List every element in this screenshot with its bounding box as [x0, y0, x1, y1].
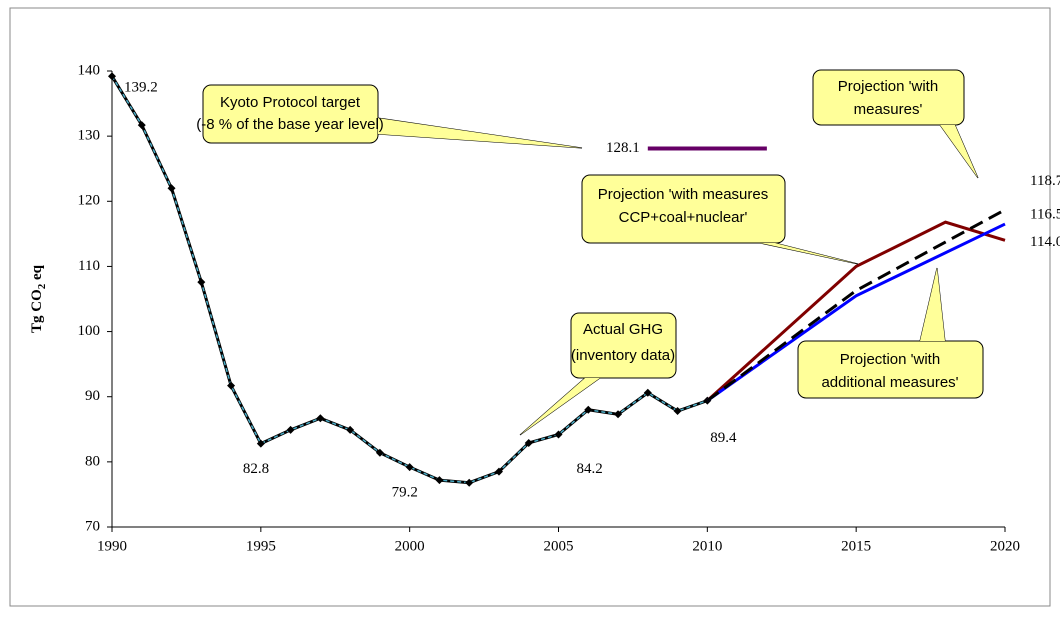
y-tick-label: 120 — [78, 193, 101, 209]
data-label: 116.5 — [1030, 207, 1060, 223]
series-line — [706, 222, 1006, 402]
x-tick-label: 1995 — [246, 538, 276, 554]
y-tick-label: 80 — [85, 453, 100, 469]
data-point — [673, 407, 682, 416]
callout-text: (-8 % of the base year level) — [196, 116, 384, 133]
callout-join — [520, 378, 600, 435]
data-label: 84.2 — [577, 461, 603, 477]
y-tick-label: 70 — [85, 518, 100, 534]
data-point — [197, 278, 206, 287]
data-point — [375, 448, 384, 457]
callout-text: (inventory data) — [571, 347, 675, 364]
callout-box — [202, 84, 379, 144]
data-point — [465, 478, 474, 487]
data-point — [554, 430, 563, 439]
data-point — [584, 405, 593, 414]
data-label: 128.1 — [606, 140, 640, 156]
y-label-sub: 2 — [36, 283, 48, 289]
data-label: 82.8 — [243, 461, 269, 477]
callout-text: Projection 'with — [840, 351, 940, 368]
data-point — [167, 184, 176, 193]
callout-box — [570, 312, 677, 379]
data-point — [614, 410, 623, 419]
data-label: 114.0 — [1030, 234, 1060, 250]
callout-box — [812, 69, 965, 126]
y-tick-label: 130 — [78, 128, 101, 144]
callout-text: CCP+coal+nuclear' — [619, 209, 748, 226]
series-line — [706, 208, 1006, 402]
data-point — [137, 121, 146, 130]
data-point — [494, 467, 503, 476]
callout-box — [581, 174, 786, 244]
x-tick-label: 2015 — [841, 538, 871, 554]
x-tick-label: 2010 — [692, 538, 722, 554]
y-label-part: eq — [29, 264, 45, 283]
callout-text: Projection 'with measures — [598, 186, 768, 203]
x-tick-label: 1990 — [97, 538, 127, 554]
x-tick-label: 2020 — [990, 538, 1020, 554]
data-label: 139.2 — [124, 80, 158, 96]
callout-text: Kyoto Protocol target — [220, 94, 361, 111]
y-tick-label: 100 — [78, 323, 101, 339]
y-axis-label: Tg CO2 eq — [29, 264, 47, 333]
data-point — [256, 439, 265, 448]
data-point — [227, 381, 236, 390]
data-point — [346, 425, 355, 434]
data-label: 118.7 — [1030, 173, 1060, 189]
y-tick-label: 110 — [78, 258, 100, 274]
callout-text: additional measures' — [821, 374, 958, 391]
series-line-overlay — [111, 75, 708, 484]
callout-text: measures' — [854, 101, 923, 118]
y-tick-label: 90 — [85, 388, 100, 404]
data-label: 89.4 — [710, 430, 737, 446]
data-point — [316, 414, 325, 423]
callout-text: Projection 'with — [838, 78, 938, 95]
data-point — [108, 72, 116, 81]
callout-join — [378, 118, 582, 148]
data-point — [435, 476, 444, 485]
callout-join — [940, 125, 978, 178]
callout-box — [797, 340, 984, 399]
callout-join — [920, 268, 945, 341]
x-tick-label: 2005 — [544, 538, 574, 554]
y-tick-label: 140 — [78, 62, 101, 78]
series-line — [706, 220, 1006, 402]
data-point — [524, 438, 533, 447]
callout-join — [760, 243, 858, 264]
y-label-part: Tg CO — [29, 289, 45, 333]
data-point — [286, 425, 295, 434]
x-tick-label: 2000 — [395, 538, 425, 554]
data-label: 79.2 — [392, 485, 418, 501]
callout-text: Actual GHG — [583, 321, 663, 338]
data-point — [643, 388, 652, 397]
data-point — [405, 463, 414, 472]
